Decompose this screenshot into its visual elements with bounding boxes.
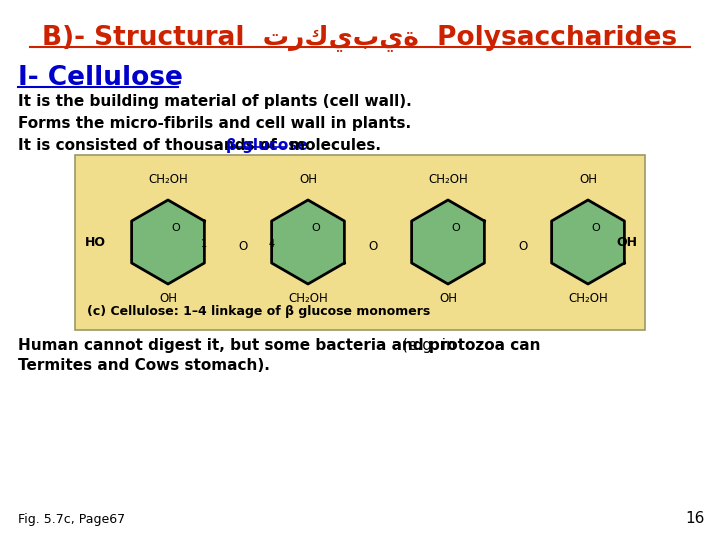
Text: O: O xyxy=(518,240,528,253)
FancyBboxPatch shape xyxy=(75,155,645,330)
Text: OH: OH xyxy=(439,292,457,305)
Text: 1: 1 xyxy=(201,239,207,249)
Text: CH₂OH: CH₂OH xyxy=(428,173,468,186)
Polygon shape xyxy=(271,200,344,284)
Text: Fig. 5.7c, Page67: Fig. 5.7c, Page67 xyxy=(18,513,125,526)
Polygon shape xyxy=(552,200,624,284)
Text: Human cannot digest it, but some bacteria and protozoa can: Human cannot digest it, but some bacteri… xyxy=(18,338,546,353)
Text: CH₂OH: CH₂OH xyxy=(568,292,608,305)
Text: molecules.: molecules. xyxy=(284,138,382,153)
Text: It is the building material of plants (cell wall).: It is the building material of plants (c… xyxy=(18,94,412,109)
Text: O: O xyxy=(238,240,248,253)
Text: O: O xyxy=(592,223,600,233)
Text: Forms the micro-fibrils and cell wall in plants.: Forms the micro-fibrils and cell wall in… xyxy=(18,116,411,131)
Text: It is consisted of thousands of: It is consisted of thousands of xyxy=(18,138,282,153)
Text: I- Cellulose: I- Cellulose xyxy=(18,65,183,91)
Text: OH: OH xyxy=(159,292,177,305)
Text: O: O xyxy=(312,223,320,233)
Text: O: O xyxy=(451,223,460,233)
Text: CH₂OH: CH₂OH xyxy=(288,292,328,305)
Text: OH: OH xyxy=(579,173,597,186)
Text: CH₂OH: CH₂OH xyxy=(148,173,188,186)
Text: β glucose: β glucose xyxy=(226,138,307,153)
Text: (c) Cellulose: 1–4 linkage of β glucose monomers: (c) Cellulose: 1–4 linkage of β glucose … xyxy=(87,305,431,318)
Text: 4: 4 xyxy=(269,239,275,249)
Text: 16: 16 xyxy=(685,511,705,526)
Text: OH: OH xyxy=(616,235,637,248)
Text: HO: HO xyxy=(85,235,106,248)
Text: O: O xyxy=(369,240,377,253)
Text: OH: OH xyxy=(299,173,317,186)
Text: (e.g. in: (e.g. in xyxy=(402,338,455,353)
Text: O: O xyxy=(171,223,181,233)
Text: Termites and Cows stomach).: Termites and Cows stomach). xyxy=(18,358,270,373)
Polygon shape xyxy=(132,200,204,284)
Text: B)- Structural  تركيبية  Polysaccharides: B)- Structural تركيبية Polysaccharides xyxy=(42,24,678,51)
Polygon shape xyxy=(412,200,485,284)
